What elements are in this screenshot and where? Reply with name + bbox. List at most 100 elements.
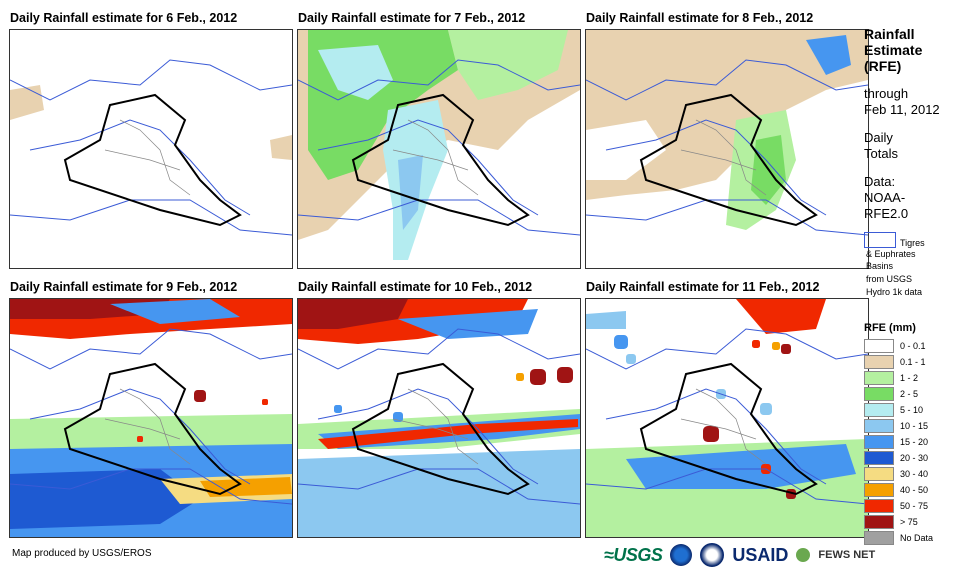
province-boundary bbox=[407, 119, 479, 196]
rainfall-area bbox=[270, 135, 292, 160]
country-boundary bbox=[639, 362, 818, 496]
rfe-title-line: Rainfall bbox=[864, 26, 915, 42]
rainfall-cell bbox=[194, 390, 206, 402]
through-label: through bbox=[864, 86, 909, 101]
usaid-seal-icon bbox=[700, 543, 725, 567]
fews-net-logo: FEWS NET bbox=[818, 549, 876, 561]
panel-title-6: Daily Rainfall estimate for 11 Feb., 201… bbox=[586, 280, 820, 294]
rainfall-cell bbox=[760, 403, 772, 415]
legend-item: 50 - 75 bbox=[864, 498, 928, 514]
river-line bbox=[317, 119, 539, 216]
legend-swatch bbox=[864, 339, 894, 353]
rainfall-area bbox=[736, 299, 826, 334]
rainfall-cell bbox=[557, 367, 573, 383]
legend-item: 20 - 30 bbox=[864, 450, 928, 466]
legend-swatch bbox=[864, 515, 894, 529]
legend-label: No Data bbox=[900, 533, 934, 543]
panel-title-5: Daily Rainfall estimate for 10 Feb., 201… bbox=[298, 280, 533, 294]
data-line: NOAA- bbox=[864, 190, 906, 205]
legend-item: 2 - 5 bbox=[864, 386, 918, 402]
river-basin-boundary bbox=[586, 59, 868, 101]
legend-swatch bbox=[864, 371, 894, 385]
rainfall-cell bbox=[137, 436, 143, 442]
noaa-logo-icon bbox=[670, 544, 693, 566]
rainfall-area bbox=[398, 309, 538, 339]
country-boundary bbox=[63, 93, 242, 227]
river-line bbox=[29, 119, 251, 216]
panel-title-4: Daily Rainfall estimate for 9 Feb., 2012 bbox=[10, 280, 238, 294]
fews-logo-icon bbox=[796, 548, 811, 562]
river-line bbox=[317, 388, 539, 485]
rainfall-area bbox=[110, 299, 240, 324]
basin-label-4: from USGS bbox=[866, 274, 913, 284]
legend-swatch bbox=[864, 419, 894, 433]
country-boundary bbox=[351, 93, 530, 227]
panel-title-1: Daily Rainfall estimate for 6 Feb., 2012 bbox=[10, 11, 238, 25]
river-line bbox=[605, 388, 827, 485]
data-source-text: Data: NOAA- RFE2.0 bbox=[864, 174, 908, 222]
river-basin-boundary bbox=[298, 59, 580, 101]
legend-label: 10 - 15 bbox=[900, 421, 929, 431]
province-boundary bbox=[119, 119, 191, 196]
map-svg bbox=[10, 59, 292, 236]
rainfall-cell bbox=[516, 373, 524, 381]
province-boundary bbox=[695, 119, 767, 196]
province-boundary bbox=[680, 418, 757, 440]
province-boundary bbox=[119, 388, 191, 465]
legend-label: 5 - 10 bbox=[900, 405, 924, 415]
rainfall-area bbox=[10, 469, 200, 529]
map-svg bbox=[586, 30, 868, 236]
rainfall-area bbox=[586, 120, 666, 180]
map-svg bbox=[298, 30, 580, 260]
rainfall-cell bbox=[393, 412, 403, 422]
legend-item: 0 - 0.1 bbox=[864, 338, 926, 354]
river-basin-boundary bbox=[10, 59, 292, 101]
rainfall-cell bbox=[262, 399, 268, 405]
daily-line: Daily bbox=[864, 130, 893, 145]
rfe-title-line: (RFE) bbox=[864, 58, 902, 74]
rfe-title-line: Estimate bbox=[864, 42, 923, 58]
basin-label-5: Hydro 1k data bbox=[866, 287, 923, 297]
river-basin-boundary bbox=[10, 468, 292, 505]
legend-swatch bbox=[864, 467, 894, 481]
legend-item: 15 - 20 bbox=[864, 434, 928, 450]
province-boundary bbox=[392, 149, 469, 171]
legend-label: 1 - 2 bbox=[900, 373, 919, 383]
legend-item: No Data bbox=[864, 530, 933, 546]
river-line bbox=[605, 119, 827, 216]
panel-title-3: Daily Rainfall estimate for 8 Feb., 2012 bbox=[586, 11, 814, 25]
daily-line: Totals bbox=[864, 146, 898, 161]
rainfall-cell bbox=[626, 354, 636, 364]
legend-item: > 75 bbox=[864, 514, 918, 530]
basin-label-3: Basins bbox=[866, 261, 894, 271]
river-basin-boundary bbox=[10, 199, 292, 236]
through-text: through Feb 11, 2012 bbox=[864, 86, 940, 118]
legend-swatch bbox=[864, 451, 894, 465]
legend-label: 2 - 5 bbox=[900, 389, 919, 399]
map-panel-5 bbox=[297, 298, 581, 538]
rainfall-area bbox=[626, 444, 856, 489]
map-panel-4 bbox=[9, 298, 293, 538]
rainfall-cell bbox=[752, 340, 760, 348]
rfe-legend-title: RFE (mm) bbox=[864, 322, 916, 334]
river-basin-boundary bbox=[10, 328, 292, 370]
legend-swatch bbox=[864, 435, 894, 449]
map-panel-2 bbox=[297, 29, 581, 269]
legend-label: 0 - 0.1 bbox=[900, 341, 926, 351]
rainfall-area bbox=[586, 30, 868, 200]
legend-label: > 75 bbox=[900, 517, 918, 527]
legend-label: 50 - 75 bbox=[900, 501, 929, 511]
data-line: Data: bbox=[864, 174, 896, 189]
legend-swatch bbox=[864, 355, 894, 369]
legend-label: 40 - 50 bbox=[900, 485, 929, 495]
rainfall-area bbox=[806, 35, 851, 75]
legend-label: 15 - 20 bbox=[900, 437, 929, 447]
through-date: Feb 11, 2012 bbox=[864, 102, 940, 117]
rainfall-cell bbox=[334, 405, 342, 413]
rfe-title: Rainfall Estimate (RFE) bbox=[864, 26, 922, 74]
map-svg bbox=[298, 299, 580, 537]
legend-item: 10 - 15 bbox=[864, 418, 928, 434]
rainfall-area bbox=[586, 311, 626, 329]
usaid-logo: USAID bbox=[732, 544, 789, 565]
daily-totals-text: Daily Totals bbox=[864, 130, 898, 162]
